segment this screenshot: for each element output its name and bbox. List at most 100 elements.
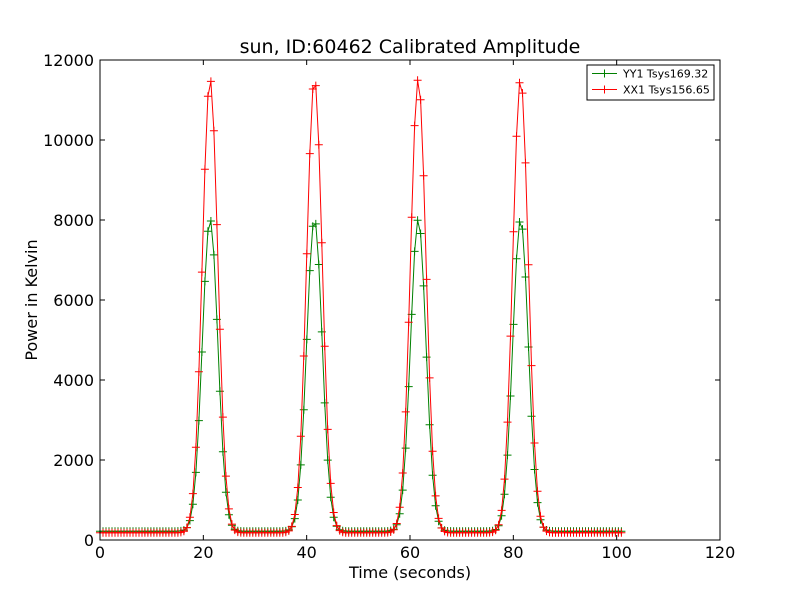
x-tick-label: 120	[705, 543, 736, 562]
series-marker-1	[290, 510, 299, 519]
series-marker-1	[389, 525, 398, 534]
series-marker-1	[194, 367, 203, 376]
series-marker-1	[287, 522, 296, 531]
series-marker-0	[203, 227, 212, 236]
y-axis-label: Power in Kelvin	[22, 239, 41, 360]
series-marker-1	[416, 95, 425, 104]
legend-box	[586, 64, 715, 101]
series-marker-1	[299, 352, 308, 360]
series-marker-1	[212, 220, 221, 229]
series-marker-1	[494, 520, 503, 529]
series-marker-0	[296, 460, 305, 469]
series-marker-0	[326, 493, 335, 502]
y-tick-label: 6000	[53, 291, 94, 310]
series-marker-1	[395, 503, 404, 512]
series-marker-0	[533, 498, 542, 507]
series-marker-0	[221, 488, 230, 497]
series-marker-0	[431, 501, 440, 510]
series-marker-1	[182, 523, 191, 532]
series-marker-1	[221, 472, 230, 481]
series-marker-1	[197, 268, 206, 277]
series-marker-1	[536, 512, 545, 521]
series-marker-1	[401, 407, 410, 416]
x-tick-label: 80	[503, 543, 523, 562]
series-marker-1	[209, 126, 218, 135]
series-marker-1	[527, 361, 536, 370]
series-marker-0	[314, 260, 323, 269]
series-marker-1	[422, 275, 431, 284]
x-tick-label: 40	[296, 543, 316, 562]
series-marker-1	[224, 504, 233, 513]
series-marker-1	[296, 432, 305, 441]
series-marker-0	[191, 468, 200, 477]
series-marker-1	[332, 521, 341, 530]
series-marker-1	[293, 483, 302, 492]
x-tick-label: 100	[601, 543, 632, 562]
series-marker-1	[410, 121, 419, 130]
series-marker-0	[206, 217, 215, 225]
series-marker-0	[299, 405, 308, 414]
series-marker-1	[218, 413, 227, 422]
series-marker-0	[527, 412, 536, 421]
series-marker-1	[215, 325, 224, 334]
series-marker-1	[191, 443, 200, 452]
series-marker-1	[398, 469, 407, 477]
series-marker-1	[434, 514, 443, 523]
series-marker-1	[311, 81, 320, 90]
series-marker-1	[533, 487, 542, 496]
series-marker-1	[500, 475, 509, 484]
chart-title: sun, ID:60462 Calibrated Amplitude	[240, 36, 581, 58]
series-marker-1	[428, 447, 437, 456]
series-marker-1	[521, 158, 530, 167]
series-line-0	[100, 220, 622, 532]
series-marker-1	[326, 479, 335, 488]
series-marker-0	[293, 496, 302, 504]
series-marker-0	[419, 281, 428, 290]
series-marker-1	[419, 171, 428, 180]
series-marker-1	[413, 76, 422, 85]
series-marker-1	[320, 342, 329, 351]
series-marker-0	[413, 216, 422, 225]
series-marker-1	[188, 489, 197, 498]
plot-frame	[99, 59, 721, 541]
legend-marker-xx1	[600, 85, 609, 94]
series-marker-1	[200, 165, 209, 174]
series-marker-0	[305, 266, 314, 275]
y-tick-label: 4000	[53, 371, 94, 390]
series-marker-0	[209, 250, 218, 259]
series-marker-1	[203, 92, 212, 101]
y-tick-label: 0	[84, 531, 94, 550]
series-marker-1	[404, 318, 413, 327]
series-marker-0	[320, 398, 329, 407]
series-marker-1	[524, 260, 533, 269]
series-marker-0	[515, 218, 524, 226]
series-marker-1	[206, 77, 215, 86]
series-marker-1	[302, 249, 311, 258]
x-tick-label: 60	[400, 543, 420, 562]
series-marker-1	[497, 506, 506, 515]
y-tick-label: 2000	[53, 451, 94, 470]
series-marker-0	[428, 471, 437, 480]
series-marker-1	[317, 238, 326, 247]
series-marker-1	[227, 520, 236, 529]
legend-marker-yy1	[600, 69, 609, 78]
series-marker-0	[410, 247, 419, 256]
x-tick-label: 20	[193, 543, 213, 562]
series-marker-1	[617, 528, 626, 537]
series-marker-1	[284, 526, 293, 535]
series-marker-0	[521, 273, 530, 281]
series-marker-0	[404, 382, 413, 391]
series-marker-0	[215, 387, 224, 396]
series-marker-0	[194, 416, 203, 425]
series-marker-0	[506, 392, 515, 400]
series-marker-0	[530, 465, 539, 474]
series-marker-0	[518, 225, 527, 234]
series-marker-1	[515, 78, 524, 87]
series-layer	[96, 76, 626, 537]
legend-label-yy1: YY1 Tsys169.32	[622, 68, 708, 81]
x-axis-label: Time (seconds)	[348, 563, 471, 582]
series-marker-1	[329, 508, 338, 517]
series-marker-0	[218, 447, 227, 456]
